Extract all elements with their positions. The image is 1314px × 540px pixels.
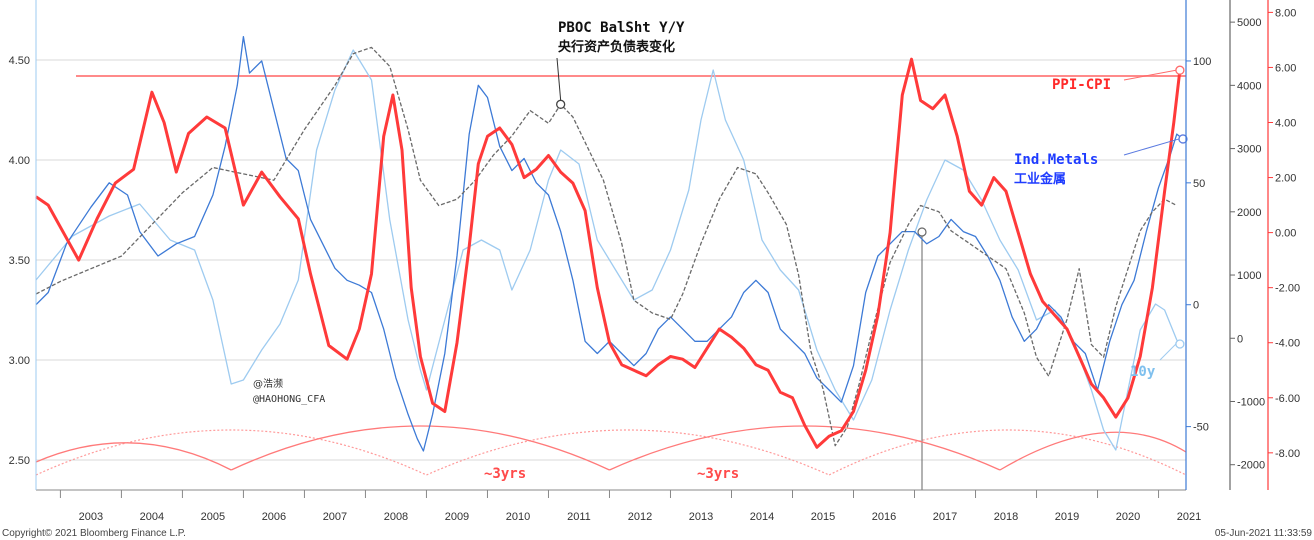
vertical-marker-circle bbox=[917, 227, 927, 237]
x-tick-16: 2019 bbox=[1055, 511, 1079, 523]
pboc-label: PBOC BalSht Y/Y bbox=[558, 20, 685, 36]
x-tick-6: 2009 bbox=[445, 511, 469, 523]
left-tick-4: 4.50 bbox=[9, 55, 30, 67]
axis-gray-tick-4: 2000 bbox=[1237, 207, 1261, 219]
axis-red-tick-8: 8.00 bbox=[1275, 7, 1296, 19]
axis-red-tick-0: -8.00 bbox=[1275, 448, 1300, 460]
x-tick-14: 2017 bbox=[933, 511, 957, 523]
cycle-arc-dotted-1 bbox=[426, 429, 830, 476]
cycle-arc-solid-end bbox=[999, 431, 1187, 471]
cycle-arc-solid-start bbox=[35, 442, 232, 471]
ten-year-label: 10y bbox=[1130, 364, 1156, 380]
ppi-cpi-pointer-line bbox=[1123, 69, 1176, 81]
cycle-label-2: ~3yrs bbox=[697, 466, 739, 482]
x-tick-5: 2008 bbox=[384, 511, 408, 523]
axis-red-tick-5: 2.00 bbox=[1275, 173, 1296, 185]
axis-gray-tick-1: -1000 bbox=[1237, 396, 1265, 408]
x-tick-2: 2005 bbox=[201, 511, 225, 523]
axis-red-tick-2: -4.00 bbox=[1275, 338, 1300, 350]
ind-metals-label: Ind.Metals bbox=[1014, 152, 1098, 168]
left-tick-0: 2.50 bbox=[9, 455, 30, 467]
ten-year-pointer-line bbox=[1159, 343, 1177, 361]
pboc-pointer-line bbox=[556, 57, 562, 101]
axis-blue-tick-0: -50 bbox=[1193, 422, 1209, 434]
pboc-marker bbox=[556, 99, 566, 109]
pboc-label-cn: 央行资产负债表变化 bbox=[558, 39, 675, 55]
x-tick-18: 2021 bbox=[1177, 511, 1201, 523]
axes-layer: 2.50 3.00 3.50 4.00 4.50 2003 2004 2005 2006 2007… bbox=[9, 0, 1300, 523]
x-tick-13: 2016 bbox=[872, 511, 896, 523]
axis-red-tick-7: 6.00 bbox=[1275, 62, 1296, 74]
timestamp-text: 05-Jun-2021 11:33:59 bbox=[1215, 528, 1313, 539]
axis-blue-tick-1: 0 bbox=[1193, 300, 1199, 312]
ppi-cpi-label: PPI-CPI bbox=[1052, 77, 1111, 93]
x-tick-15: 2018 bbox=[994, 511, 1018, 523]
series-layer bbox=[35, 35, 1188, 452]
series-line-pboc-balsht-y-y bbox=[35, 46, 1178, 447]
x-tick-10: 2013 bbox=[689, 511, 713, 523]
cycle-arcs-layer bbox=[35, 425, 1187, 476]
cycle-arc-solid-0 bbox=[230, 425, 610, 471]
x-tick-9: 2012 bbox=[628, 511, 652, 523]
axis-red-tick-4: 0.00 bbox=[1275, 228, 1296, 240]
cycle-label-1: ~3yrs bbox=[484, 466, 526, 482]
x-tick-11: 2014 bbox=[750, 511, 774, 523]
x-tick-3: 2006 bbox=[262, 511, 286, 523]
ten-year-end-marker bbox=[1175, 339, 1185, 349]
axis-gray-tick-0: -2000 bbox=[1237, 460, 1265, 472]
left-tick-1: 3.00 bbox=[9, 355, 30, 367]
series-line-10y bbox=[35, 49, 1181, 451]
x-tick-0: 2003 bbox=[79, 511, 103, 523]
axis-red-tick-6: 4.00 bbox=[1275, 118, 1296, 130]
series-line-ppi-cpi bbox=[35, 57, 1182, 449]
cycle-arc-dotted-0 bbox=[35, 429, 427, 476]
left-tick-2: 3.50 bbox=[9, 255, 30, 267]
grid-layer bbox=[36, 59, 1186, 490]
watermark-cn: @浩濒 bbox=[253, 377, 283, 390]
axis-gray-tick-7: 5000 bbox=[1237, 17, 1261, 29]
x-tick-17: 2020 bbox=[1116, 511, 1140, 523]
x-tick-7: 2010 bbox=[506, 511, 530, 523]
axis-red-tick-1: -6.00 bbox=[1275, 393, 1300, 405]
axis-red-tick-3: -2.00 bbox=[1275, 283, 1300, 295]
axis-blue-tick-3: 100 bbox=[1193, 56, 1211, 68]
ind-metals-label-cn: 工业金属 bbox=[1014, 171, 1066, 187]
axis-blue-tick-2: 50 bbox=[1193, 178, 1205, 190]
ind-metals-pointer-line bbox=[1123, 138, 1180, 156]
axis-gray-tick-3: 1000 bbox=[1237, 270, 1261, 282]
cycle-arc-solid-1 bbox=[609, 425, 1001, 471]
axis-gray-tick-2: 0 bbox=[1237, 333, 1243, 345]
x-tick-1: 2004 bbox=[140, 511, 164, 523]
series-line-ind-metals bbox=[35, 35, 1184, 452]
cycle-arc-dotted-2 bbox=[828, 429, 1187, 476]
ppi-cpi-end-marker bbox=[1175, 65, 1185, 75]
x-tick-4: 2007 bbox=[323, 511, 347, 523]
x-tick-8: 2011 bbox=[567, 511, 591, 523]
axis-gray-tick-6: 4000 bbox=[1237, 80, 1261, 92]
watermark-handle: @HAOHONG_CFA bbox=[253, 394, 325, 405]
copyright-text: Copyright© 2021 Bloomberg Finance L.P. bbox=[2, 528, 186, 539]
x-tick-12: 2015 bbox=[811, 511, 835, 523]
axis-gray-tick-5: 3000 bbox=[1237, 144, 1261, 156]
left-tick-3: 4.00 bbox=[9, 155, 30, 167]
